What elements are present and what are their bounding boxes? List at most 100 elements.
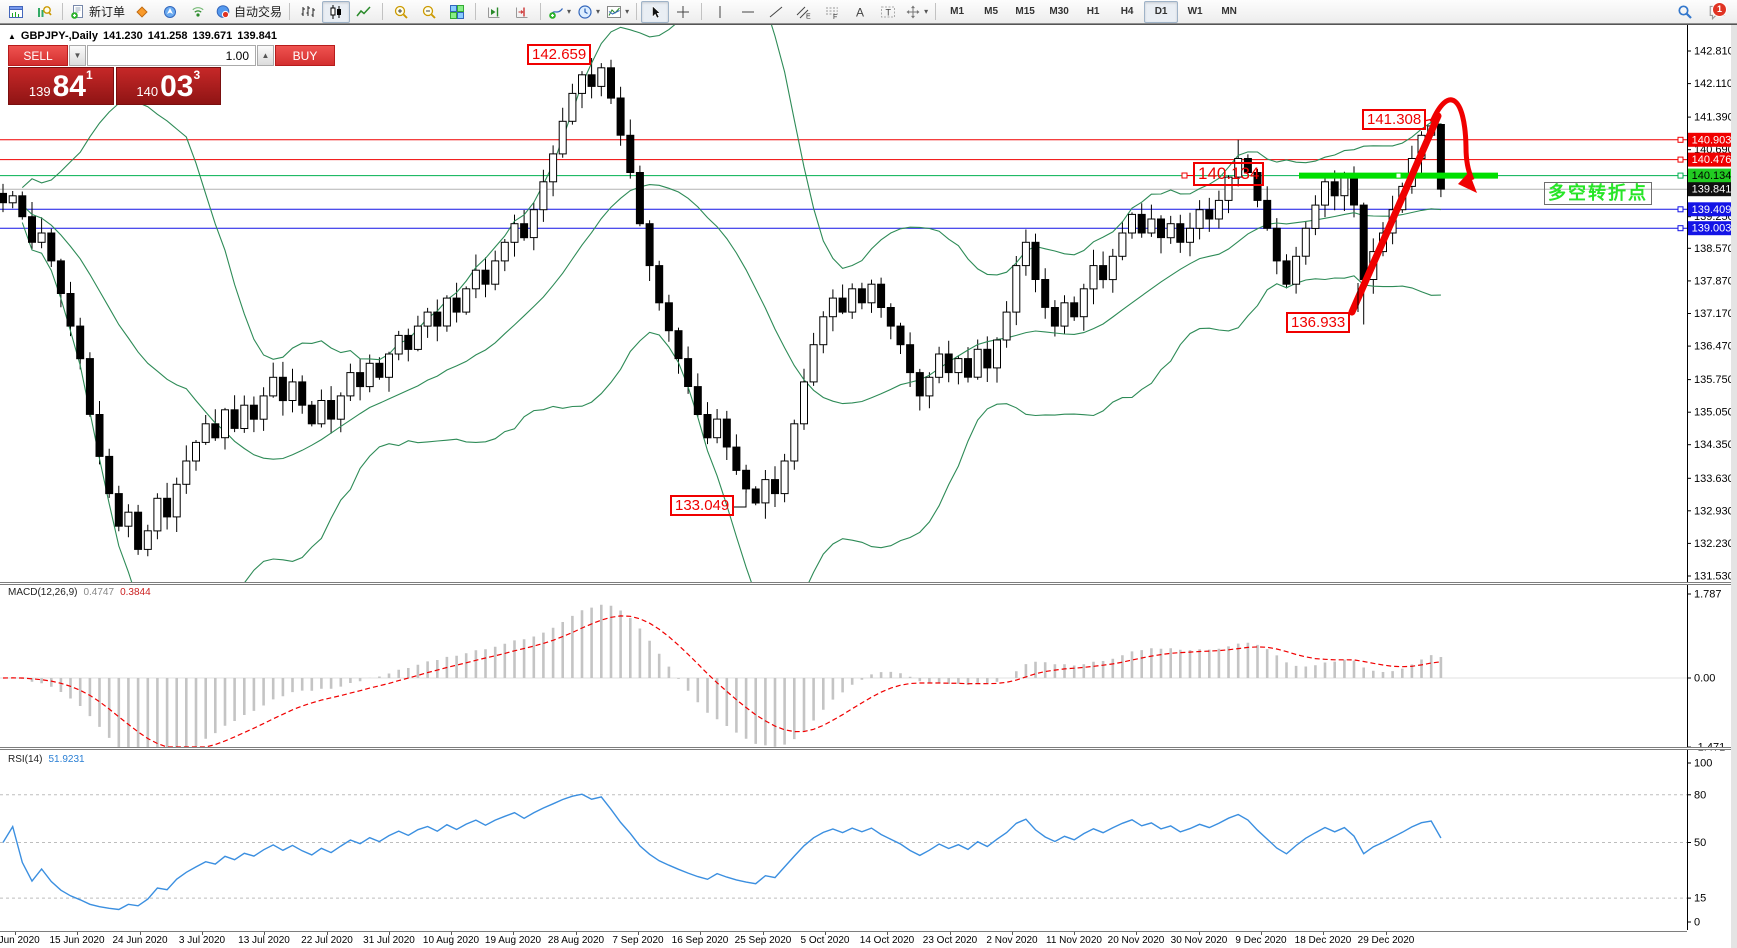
scroll-to-end-button[interactable] (480, 1, 508, 23)
search-button[interactable] (1671, 1, 1699, 23)
text-button[interactable]: A (846, 1, 874, 23)
note-turning-point[interactable]: 多空转折点 (1544, 182, 1652, 205)
svg-text:139.409: 139.409 (1692, 204, 1732, 216)
notifications-button[interactable]: 1 (1705, 1, 1729, 22)
quotes-button[interactable] (128, 1, 156, 23)
svg-text:T: T (886, 7, 892, 17)
date-tick (1136, 932, 1137, 935)
svg-text:141.390: 141.390 (1694, 112, 1734, 124)
ohlc-open: 141.230 (102, 30, 143, 42)
buy-price-box[interactable]: 140 03 3 (115, 67, 221, 105)
zoom-in-button[interactable] (387, 1, 415, 23)
date-tick (202, 932, 203, 935)
timeframe-m15-button[interactable]: M15 (1015, 6, 1035, 17)
svg-text:140.903: 140.903 (1692, 134, 1732, 146)
zoom-in-icon (394, 5, 408, 19)
macd-main-value: 0.4747 (83, 587, 115, 598)
volume-input[interactable] (87, 45, 256, 66)
price-label-133-049[interactable]: 133.049 (670, 495, 735, 516)
candlestick-button[interactable] (322, 0, 351, 23)
zoom-out-button[interactable] (415, 1, 443, 23)
date-tick (825, 932, 826, 935)
arrows-button[interactable]: ▾ (902, 1, 931, 23)
panel-divider-rsi[interactable] (0, 747, 1737, 750)
date-axis[interactable]: 5 Jun 2020 15 Jun 2020 24 Jun 2020 3 Jul 20… (0, 931, 1687, 948)
price-chart[interactable] (0, 25, 1687, 930)
buy-price-big: 03 (160, 70, 194, 103)
date-label: 30 Nov 2020 (1170, 935, 1228, 946)
window-edge (1731, 25, 1737, 948)
sell-price-box[interactable]: 139 84 1 (8, 67, 114, 105)
timeframe-h4-button[interactable]: H4 (1120, 6, 1134, 17)
vertical-line-button[interactable] (706, 1, 734, 23)
dropdown-caret-icon[interactable]: ▾ (567, 6, 572, 16)
new-order-icon (71, 4, 83, 19)
one-click-collapse-icon[interactable]: ▲ (8, 31, 16, 41)
date-label: 5 Oct 2020 (800, 935, 850, 946)
timeframe-d1-button[interactable]: D1 (1144, 0, 1179, 23)
indicators-icon (549, 7, 564, 19)
volume-down-button[interactable]: ▼ (69, 45, 86, 66)
navigator-button[interactable] (156, 1, 184, 23)
dropdown-caret-icon[interactable]: ▾ (625, 6, 630, 16)
date-tick (389, 932, 390, 935)
text-label-icon: T (881, 6, 896, 17)
date-label: 22 Jul 2020 (301, 935, 353, 946)
volume-up-button[interactable]: ▲ (257, 45, 274, 66)
panel-divider-macd[interactable] (0, 582, 1737, 585)
chart-window-button[interactable] (2, 1, 30, 23)
bar-chart-button[interactable] (294, 1, 322, 23)
dropdown-caret-icon[interactable]: ▾ (924, 6, 929, 16)
date-tick (1074, 932, 1075, 935)
sell-button[interactable]: SELL (8, 45, 68, 66)
new-order-button[interactable]: 新订单 (67, 1, 128, 23)
line-chart-button[interactable] (350, 1, 378, 23)
horizontal-line-button[interactable] (734, 1, 762, 23)
toolbar-separator (540, 3, 542, 20)
timeframe-m1-button[interactable]: M1 (950, 6, 965, 17)
cursor-button[interactable] (641, 0, 670, 23)
price-label-140-134[interactable]: 140.134 (1193, 162, 1265, 186)
timeframe-m30-button[interactable]: M30 (1049, 6, 1069, 17)
autotrading-label: 自动交易 (234, 5, 283, 19)
svg-text:133.630: 133.630 (1694, 473, 1734, 485)
date-label: 9 Dec 2020 (1235, 935, 1287, 946)
svg-text:F: F (833, 14, 837, 20)
crosshair-icon (677, 5, 690, 18)
toolbar-separator (636, 3, 638, 20)
macd-label: MACD(12,26,9) 0.4747 0.3844 (8, 587, 151, 598)
svg-text:140.476: 140.476 (1692, 154, 1732, 166)
notification-badge: 1 (1712, 1, 1727, 17)
market-watch-button[interactable] (30, 1, 58, 23)
signals-button[interactable] (184, 1, 212, 23)
dropdown-caret-icon[interactable]: ▾ (596, 6, 601, 16)
autotrading-button[interactable]: 自动交易 (212, 1, 285, 23)
date-tick (1012, 932, 1013, 935)
timeframe-mn-button[interactable]: MN (1221, 6, 1237, 17)
chart-shift-button[interactable] (508, 1, 536, 23)
templates-button[interactable]: ▾ (603, 1, 632, 23)
date-label: 15 Jun 2020 (49, 935, 105, 946)
fibonacci-button[interactable]: F (818, 1, 846, 23)
indicators-button[interactable]: ▾ (545, 1, 574, 23)
search-icon (1678, 4, 1692, 19)
price-label-141-308[interactable]: 141.308 (1362, 109, 1427, 130)
toolbar-separator (62, 3, 63, 20)
buy-button[interactable]: BUY (275, 45, 335, 66)
ohlc-close: 139.841 (237, 30, 278, 42)
price-label-136-933[interactable]: 136.933 (1286, 312, 1351, 333)
periods-button[interactable]: ▾ (574, 1, 603, 23)
equidistant-channel-button[interactable]: E (790, 1, 818, 23)
price-label-142-659[interactable]: 142.659 (527, 44, 592, 65)
date-label: 31 Jul 2020 (363, 935, 415, 946)
crosshair-button[interactable] (669, 1, 697, 23)
text-label-button[interactable]: T (874, 1, 902, 23)
timeframe-h1-button[interactable]: H1 (1086, 6, 1100, 17)
date-label: 7 Sep 2020 (612, 935, 664, 946)
trendline-button[interactable] (762, 1, 790, 23)
tile-windows-button[interactable] (443, 1, 471, 23)
date-label: 19 Aug 2020 (484, 935, 542, 946)
timeframe-m5-button[interactable]: M5 (984, 6, 999, 17)
price-axis[interactable]: 142.810142.110141.390140.690139.970139.2… (1687, 25, 1737, 930)
timeframe-w1-button[interactable]: W1 (1187, 6, 1203, 17)
